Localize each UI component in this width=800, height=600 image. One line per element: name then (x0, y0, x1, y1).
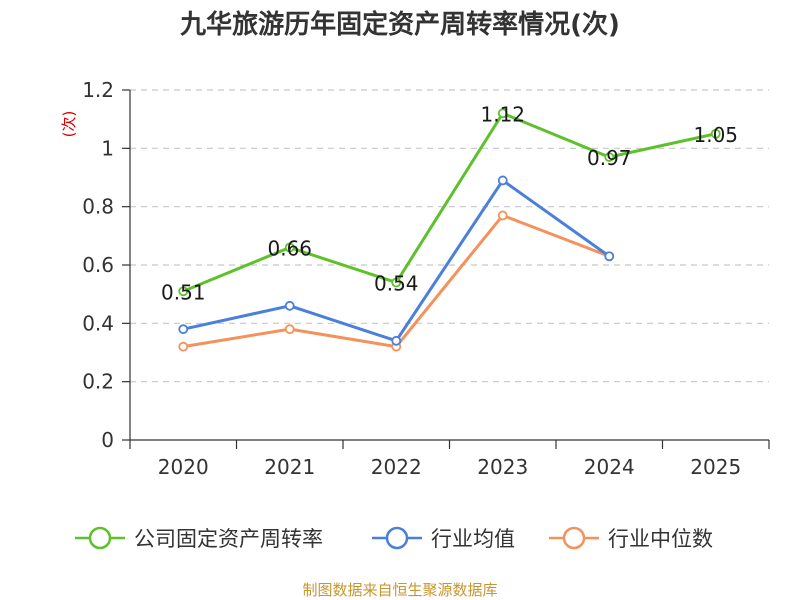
x-tick-label: 2025 (690, 455, 741, 479)
y-axis-unit-label: (次) (60, 111, 78, 138)
y-tick-label: 0.6 (82, 253, 114, 277)
series-line-2 (182, 178, 611, 343)
x-tick-label: 2020 (158, 455, 209, 479)
legend-label[interactable]: 行业中位数 (608, 527, 713, 551)
data-label: 0.66 (267, 237, 312, 261)
source-note: 制图数据来自恒生聚源数据库 (302, 581, 497, 599)
y-tick-label: 0 (101, 428, 114, 452)
y-tick-label: 1.2 (82, 78, 114, 102)
legend-label[interactable]: 行业均值 (431, 527, 515, 551)
x-tick-label: 2022 (371, 455, 422, 479)
y-tick-label: 1 (101, 136, 114, 160)
y-tick-label: 0.8 (82, 195, 114, 219)
legend-label[interactable]: 公司固定资产周转率 (134, 527, 323, 551)
y-tick-label: 0.2 (82, 370, 114, 394)
x-tick-label: 2024 (584, 455, 635, 479)
data-point[interactable] (178, 341, 189, 352)
data-point[interactable] (710, 128, 721, 139)
chart-title: 九华旅游历年固定资产周转率情况(次) (179, 9, 620, 40)
data-point[interactable] (497, 210, 508, 221)
data-point[interactable] (391, 277, 402, 288)
data-point[interactable] (284, 324, 295, 335)
data-point[interactable] (497, 108, 508, 119)
y-tick-label: 0.4 (82, 311, 114, 335)
data-point[interactable] (284, 300, 295, 311)
axes: 0 0.2 0.4 0.6 0.8 1 1.2 2020 2021 2022 2023 2024 202… (82, 78, 770, 479)
data-point[interactable] (178, 324, 189, 335)
data-point[interactable] (604, 152, 615, 162)
series-line-1 (182, 111, 717, 293)
data-label: 0.54 (374, 272, 419, 296)
data-point[interactable] (284, 242, 295, 253)
data-labels: 0.51 0.66 0.54 1.12 0.97 1.05 (161, 102, 738, 304)
gridlines (130, 89, 769, 383)
data-point[interactable] (497, 175, 508, 186)
data-label: 0.51 (161, 280, 206, 304)
x-tick-label: 2023 (477, 455, 528, 479)
legend-marker[interactable] (88, 526, 112, 550)
x-tick-label: 2021 (264, 455, 315, 479)
data-point[interactable] (391, 335, 402, 346)
data-label: 0.97 (587, 146, 632, 170)
data-point[interactable] (604, 251, 615, 262)
legend-marker[interactable] (562, 526, 586, 550)
data-point[interactable] (178, 286, 189, 297)
series-layer (178, 108, 721, 352)
data-label: 1.05 (693, 123, 738, 147)
legend-marker[interactable] (385, 526, 409, 550)
legend[interactable]: 公司固定资产周转率 行业均值 行业中位数 (75, 526, 713, 551)
data-label: 1.12 (480, 102, 525, 126)
